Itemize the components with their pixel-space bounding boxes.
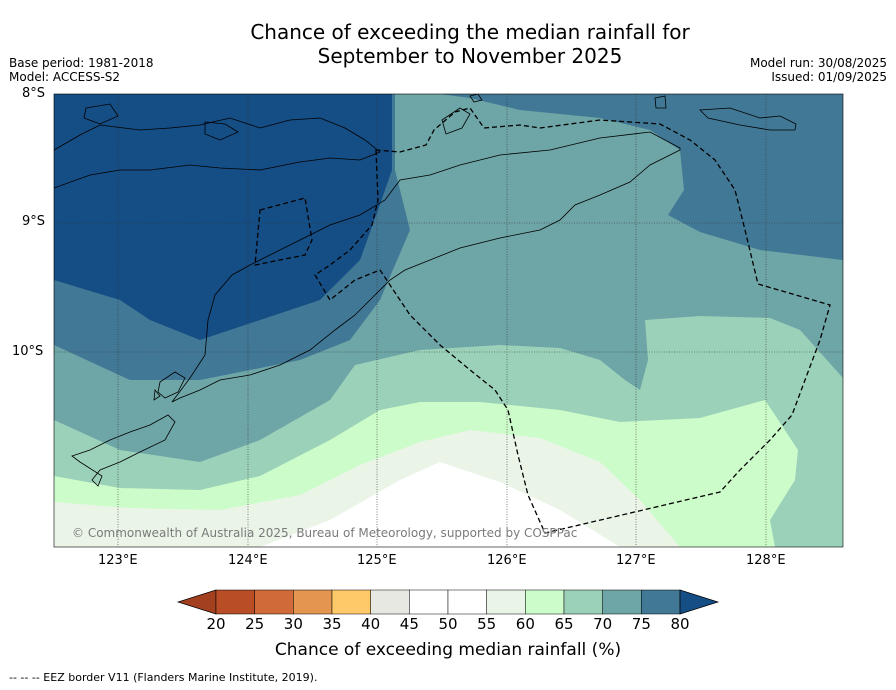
eez-border (254, 107, 831, 534)
meta-right: Model run: 30/08/2025 Issued: 01/09/2025 (750, 56, 887, 84)
colorbar-cell (563, 589, 603, 615)
map-title: Chance of exceeding the median rainfall … (0, 20, 896, 68)
colorbar-tick-label: 20 (206, 615, 226, 633)
colorbar-cell (602, 589, 642, 615)
lon-label-126e: 126°E (487, 553, 527, 568)
eez-legend-note: -- -- -- EEZ border V11 (Flanders Marine… (9, 671, 318, 684)
model-text: Model: ACCESS-S2 (9, 70, 121, 84)
colorbar-extend-low (176, 589, 217, 615)
colorbar-extend-high (679, 589, 720, 615)
title-line-2: September to November 2025 (317, 44, 623, 68)
lon-label-128e: 128°E (746, 553, 786, 568)
colorbar-tick-label: 75 (631, 615, 651, 633)
colorbar-tick-label: 40 (361, 615, 381, 633)
lat-label-10s: 10°S (12, 344, 44, 359)
colorbar-tick-label: 70 (593, 615, 613, 633)
colorbar-cell (641, 589, 681, 615)
lon-label-125e: 125°E (357, 553, 397, 568)
map-frame (53, 93, 844, 548)
colorbar-tick-label: 30 (283, 615, 303, 633)
colorbar-label: Chance of exceeding median rainfall (%) (274, 640, 622, 660)
base-period-text: Base period: 1981-2018 (9, 56, 154, 70)
colorbar-tick-label: 35 (322, 615, 342, 633)
model-run-text: Model run: 30/08/2025 (749, 56, 887, 70)
lon-label-124e: 124°E (228, 553, 268, 568)
title-line-1: Chance of exceeding the median rainfall … (250, 20, 690, 44)
copyright-notice: © Commonwealth of Australia 2025, Bureau… (72, 526, 578, 540)
colorbar-cell (447, 589, 487, 615)
meta-left: Base period: 1981-2018 Model: ACCESS-S2 (9, 56, 154, 84)
coastlines (54, 94, 797, 487)
colorbar-cell (409, 589, 449, 615)
band-80-plus (54, 94, 392, 340)
colorbar-cell (525, 589, 565, 615)
colorbar-tick-label: 80 (670, 615, 690, 633)
colorbar-cell (293, 589, 333, 615)
colorbar-cell (486, 589, 526, 615)
colorbar-cell (215, 589, 255, 615)
colorbar-tick-label: 50 (438, 615, 458, 633)
issued-text: Issued: 01/09/2025 (771, 70, 887, 84)
lon-label-123e: 123°E (98, 553, 138, 568)
colorbar-cell (331, 589, 371, 615)
colorbar-cell (370, 589, 410, 615)
lon-label-127e: 127°E (616, 553, 656, 568)
lat-label-9s: 9°S (22, 214, 46, 229)
colorbar-tick-label: 60 (515, 615, 535, 633)
colorbar-tick-label: 25 (245, 615, 265, 633)
colorbar-tick-label: 65 (554, 615, 574, 633)
band-50-55 (54, 462, 620, 547)
colorbar-cell (254, 589, 294, 615)
colorbar-tick-label: 55 (477, 615, 497, 633)
lat-label-8s: 8°S (22, 86, 46, 101)
colorbar-tick-label: 45 (399, 615, 419, 633)
